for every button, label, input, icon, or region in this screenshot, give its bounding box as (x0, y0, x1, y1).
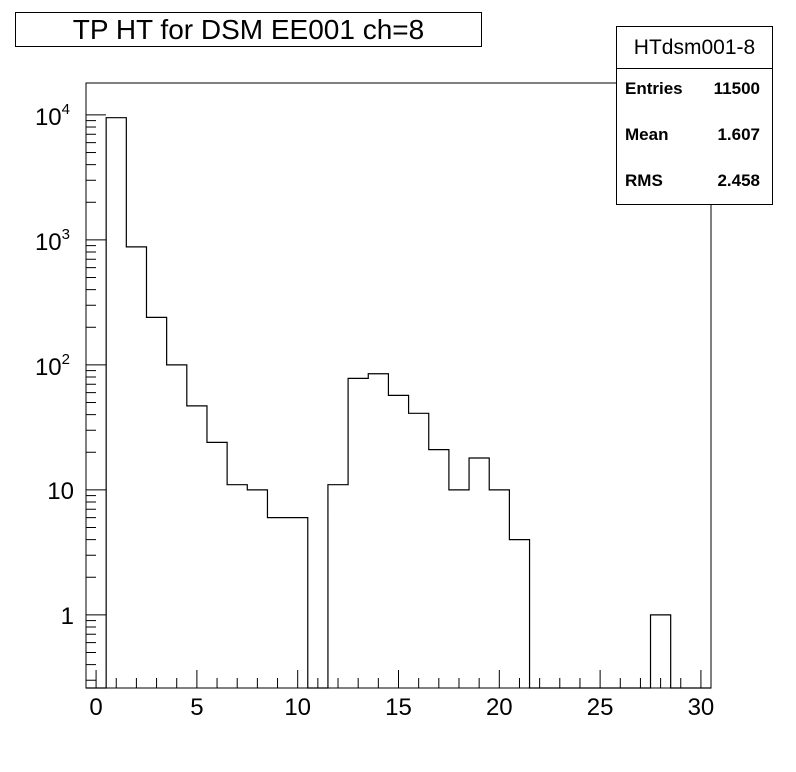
x-tick-label: 15 (385, 694, 412, 721)
stats-name: HTdsm001-8 (617, 27, 772, 69)
histogram-bar (368, 374, 388, 688)
histogram-bar (489, 490, 509, 688)
histogram-bar (167, 365, 187, 688)
histogram-bar (227, 485, 247, 688)
histogram-bar (267, 518, 287, 688)
histogram-bar (469, 458, 489, 688)
histogram-bar (449, 490, 469, 688)
histogram-bar (288, 518, 308, 688)
y-tick-label: 104 (35, 101, 70, 131)
histogram-bar (409, 413, 429, 688)
x-tick-label: 5 (190, 694, 203, 721)
chart-title-text: TP HT for DSM EE001 ch=8 (72, 13, 425, 45)
x-tick-label: 20 (486, 694, 513, 721)
histogram-bar (509, 540, 529, 688)
histogram-bar (126, 247, 146, 688)
x-tick-label: 0 (89, 694, 102, 721)
histogram-bar (247, 490, 267, 688)
stats-value: 11500 (713, 79, 760, 98)
histogram-bar (146, 317, 166, 688)
histogram-bar (328, 485, 348, 688)
stats-name-text: HTdsm001-8 (633, 35, 756, 59)
x-tick-label: 10 (284, 694, 311, 721)
histogram-outline (86, 117, 711, 689)
y-tick-label: 102 (35, 351, 70, 381)
stats-row-rms: RMS 2.458 (625, 171, 760, 191)
y-tick-label: 1 (61, 603, 74, 630)
histogram-bar (651, 615, 671, 688)
x-tick-label: 25 (587, 694, 614, 721)
chart-title: TP HT for DSM EE001 ch=8 (15, 12, 482, 47)
stats-label: Mean (625, 125, 669, 144)
stats-value: 1.607 (717, 125, 760, 144)
stats-label: RMS (625, 171, 663, 190)
y-tick-label: 10 (47, 478, 74, 505)
y-tick-label: 103 (35, 226, 70, 256)
histogram-bar (207, 442, 227, 688)
histogram-bar (106, 118, 126, 688)
x-tick-label: 30 (688, 694, 715, 721)
histogram-bar (388, 395, 408, 688)
stats-label: Entries (625, 79, 683, 98)
histogram-bar (187, 406, 207, 688)
stats-value: 2.458 (717, 171, 760, 190)
stats-row-entries: Entries 11500 (625, 79, 760, 99)
histogram-bar (429, 450, 449, 688)
stats-box: HTdsm001-8 Entries 11500 Mean 1.607 RMS … (616, 26, 773, 205)
histogram-bar (348, 378, 368, 688)
stats-row-mean: Mean 1.607 (625, 125, 760, 145)
